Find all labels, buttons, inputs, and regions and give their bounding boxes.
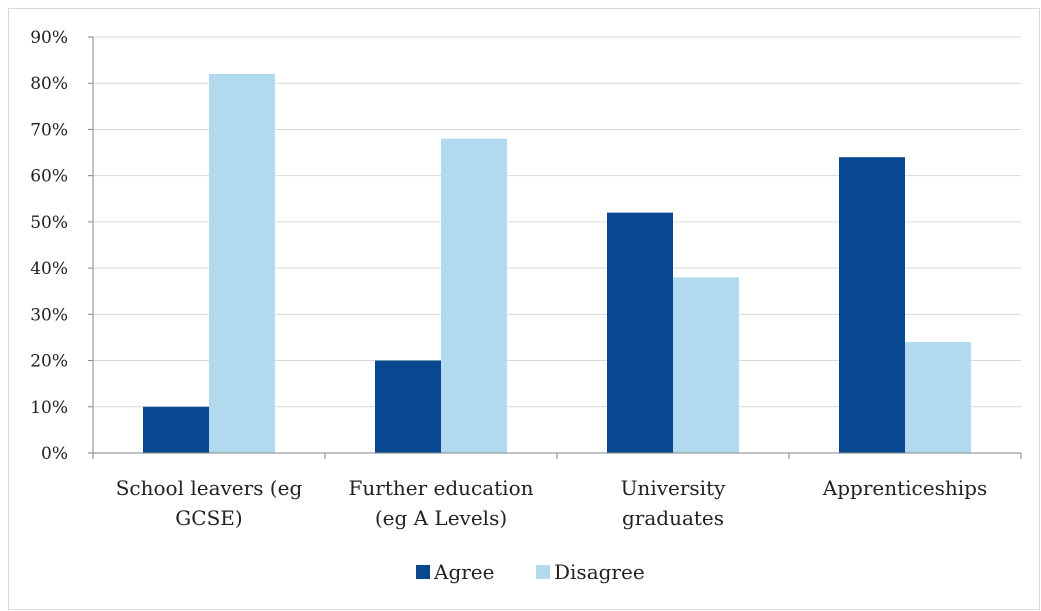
bar-disagree-3 xyxy=(905,342,971,453)
legend-swatch-disagree xyxy=(536,565,550,579)
legend: Agree Disagree xyxy=(416,560,645,584)
bars xyxy=(143,73,971,453)
y-tick-label: 30% xyxy=(30,305,68,325)
x-tick-label: School leavers (eg xyxy=(116,476,303,500)
bar-agree-1 xyxy=(375,360,441,453)
legend-label-disagree: Disagree xyxy=(554,560,645,584)
x-tick-label: GCSE) xyxy=(175,506,242,530)
x-axis-labels: School leavers (eg GCSE) Further education… xyxy=(116,476,987,530)
x-tick-label: University xyxy=(621,476,727,500)
bar-disagree-2 xyxy=(673,277,739,453)
y-tick-label: 90% xyxy=(30,28,68,48)
x-tick-label: (eg A Levels) xyxy=(375,506,507,530)
y-tick-label: 0% xyxy=(41,444,68,464)
x-axis xyxy=(92,452,1022,459)
bar-agree-0 xyxy=(143,406,209,453)
bar-disagree-1 xyxy=(441,138,507,453)
y-tick-label: 50% xyxy=(30,213,68,233)
x-tick-label: Further education xyxy=(349,476,534,500)
y-tick-label: 40% xyxy=(30,259,68,279)
x-tick-label: Apprenticeships xyxy=(822,476,987,500)
bar-disagree-0 xyxy=(209,73,275,453)
bar-agree-2 xyxy=(607,212,673,453)
y-tick-label: 80% xyxy=(30,74,68,94)
y-tick-label: 20% xyxy=(30,352,68,372)
y-tick-label: 10% xyxy=(30,398,68,418)
y-tick-label: 70% xyxy=(30,120,68,140)
bar-agree-3 xyxy=(839,157,905,453)
legend-label-agree: Agree xyxy=(433,560,494,584)
y-tick-label: 60% xyxy=(30,167,68,187)
y-axis-ticks: 0% 10% 20% 30% 40% 50% 60% 70% 80% 90% xyxy=(30,28,94,464)
x-tick-label: graduates xyxy=(622,506,724,530)
legend-swatch-agree xyxy=(416,565,430,579)
